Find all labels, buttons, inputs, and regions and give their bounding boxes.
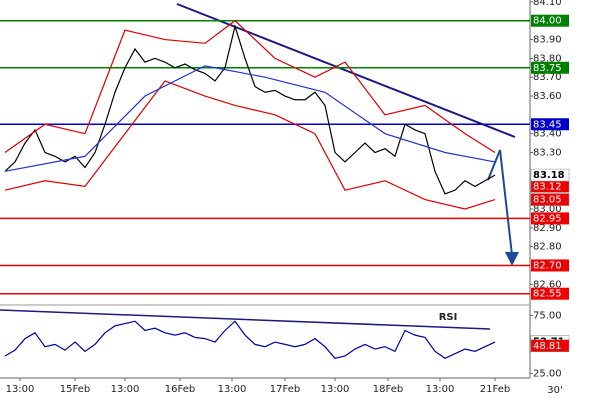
level-box xyxy=(531,61,569,74)
x-tick-label: 13:00 xyxy=(218,384,247,395)
value-label: 83.12 xyxy=(533,181,562,192)
value-box xyxy=(530,339,570,353)
x-tick-label: 15Feb xyxy=(60,384,90,395)
x-tick-label: 21Feb xyxy=(480,384,510,395)
rsi-tick-label: 75.00 xyxy=(533,310,562,321)
x-tick-label: 16Feb xyxy=(165,384,195,395)
level-box xyxy=(531,14,569,27)
rsi-line xyxy=(4,320,496,359)
x-tick-label: 17Feb xyxy=(270,384,300,395)
arrow-head xyxy=(505,252,519,266)
series-line xyxy=(4,65,496,172)
y-tick-label: 83.80 xyxy=(533,53,562,64)
forecast-arrow xyxy=(487,149,513,256)
y-tick-label: 82.60 xyxy=(533,279,562,290)
x-tick-label: 13:00 xyxy=(6,384,35,395)
level-label: 83.75 xyxy=(533,63,562,74)
level-label: 82.70 xyxy=(533,260,562,271)
x-tick-label: 13:00 xyxy=(321,384,350,395)
value-label: 48.81 xyxy=(533,341,562,352)
y-tick-label: 82.90 xyxy=(533,223,562,234)
x-tick-label: 13:00 xyxy=(111,384,140,395)
value-label: 83.18 xyxy=(533,170,565,181)
rsi-trend-line xyxy=(0,309,491,330)
level-box xyxy=(531,259,569,272)
y-tick-label: 83.30 xyxy=(533,148,562,159)
rsi-tick-label: 25.00 xyxy=(533,368,562,379)
series-line xyxy=(4,24,496,195)
y-tick-label: 84.10 xyxy=(533,0,562,8)
level-label: 84.00 xyxy=(533,16,562,27)
y-tick-label: 83.60 xyxy=(533,91,562,102)
y-tick-label: 83.00 xyxy=(533,204,562,215)
y-tick-label: 83.40 xyxy=(533,129,562,140)
y-tick-label: 83.70 xyxy=(533,72,562,83)
level-box xyxy=(531,118,569,131)
level-label: 82.55 xyxy=(533,289,562,300)
x-tick-label: 13:00 xyxy=(426,384,455,395)
series-line xyxy=(4,19,496,154)
level-label: 82.95 xyxy=(533,213,562,224)
y-tick-label: 83.90 xyxy=(533,35,562,46)
value-box xyxy=(530,193,570,206)
level-box xyxy=(531,212,569,225)
y-tick-label: 82.80 xyxy=(533,242,562,253)
value-label: 83.05 xyxy=(533,195,562,206)
series-line xyxy=(4,80,496,210)
level-box xyxy=(531,287,569,300)
rsi-label: RSI xyxy=(439,312,458,323)
trend-line xyxy=(176,3,516,138)
level-label: 83.45 xyxy=(533,119,562,130)
timeframe-label: 30' xyxy=(547,385,562,396)
x-tick-label: 18Feb xyxy=(373,384,403,395)
value-box xyxy=(530,168,570,182)
